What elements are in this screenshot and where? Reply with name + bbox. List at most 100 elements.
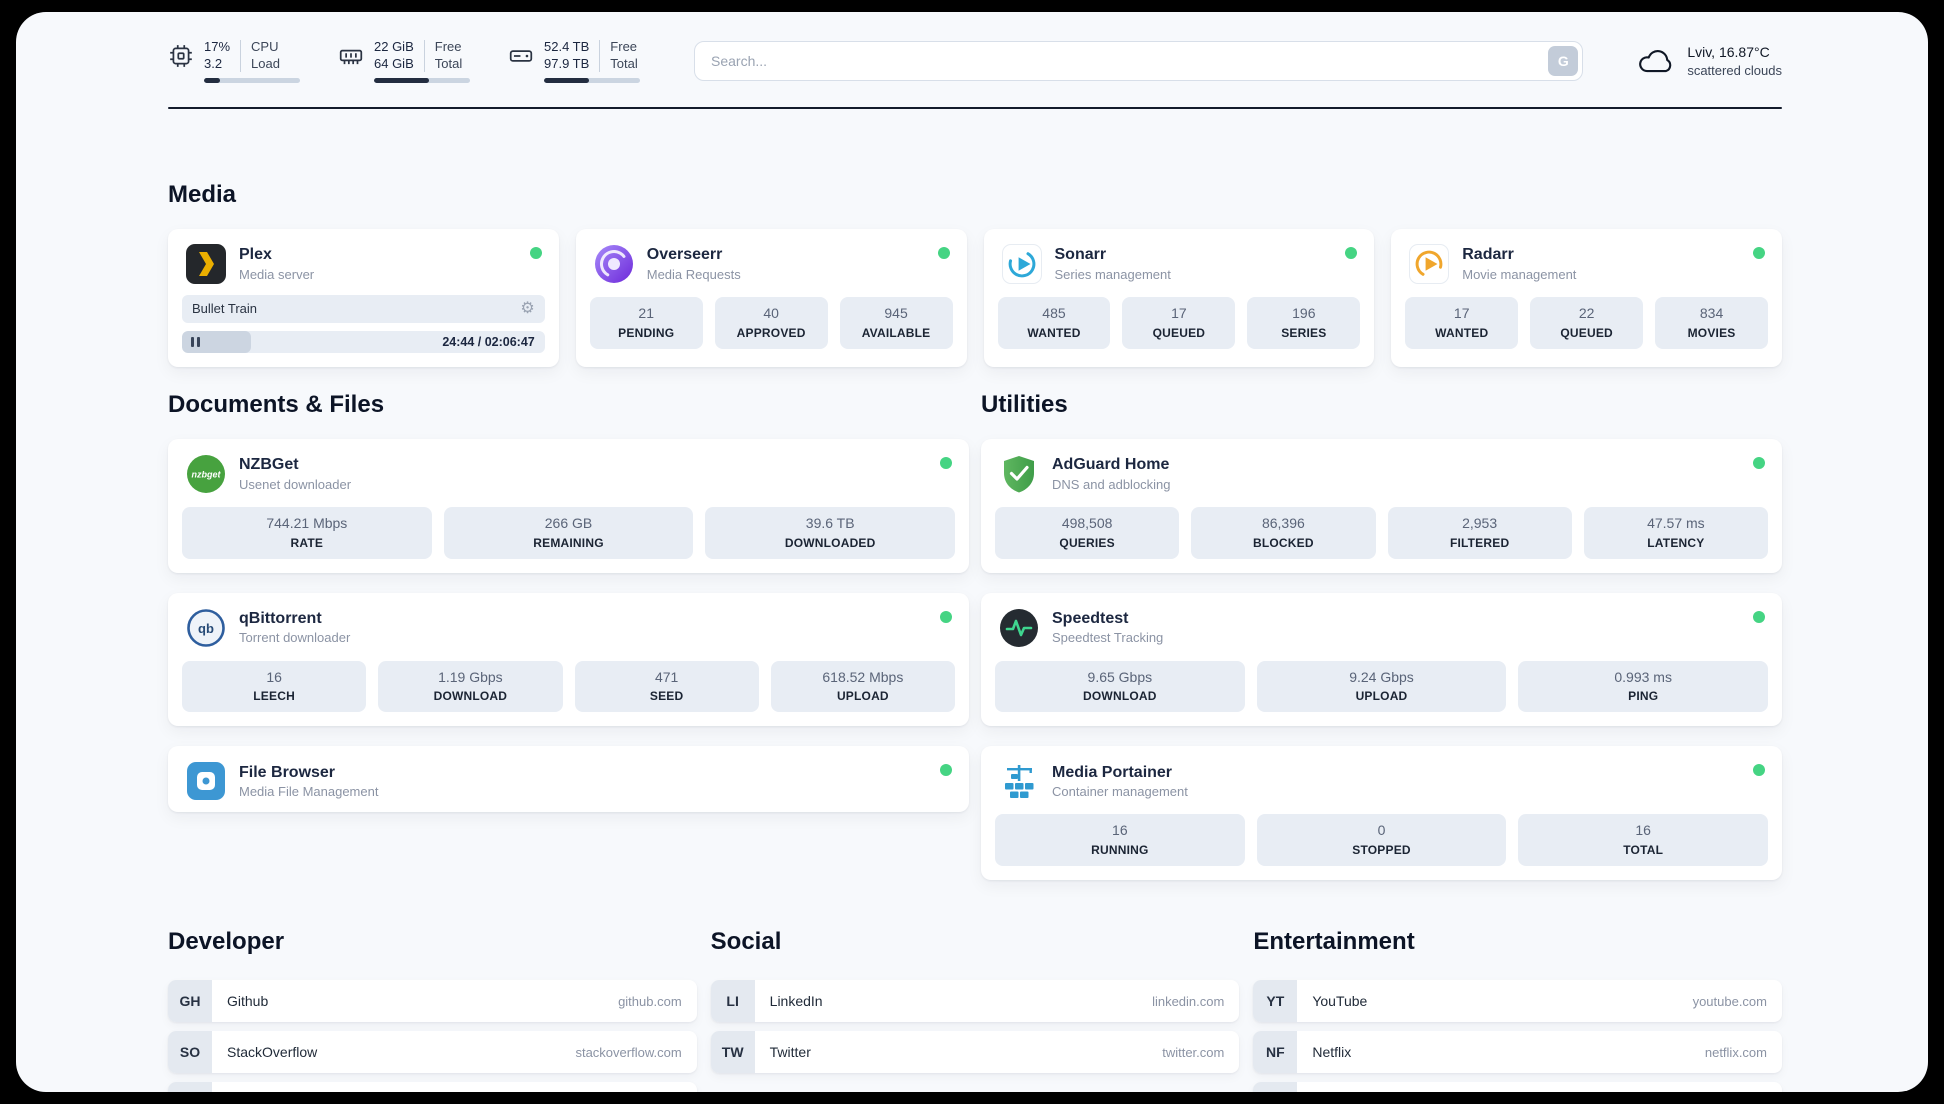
bookmark-github[interactable]: GH Github github.com [168, 980, 697, 1023]
bookmark-badge: SO [168, 1031, 212, 1074]
qbittorrent-icon: qb [186, 608, 226, 648]
sonarr-status-dot [1345, 246, 1358, 259]
section-title-media: Media [168, 180, 237, 208]
stat-label: WANTED [1435, 325, 1489, 340]
qbittorrent-subtitle: Torrent downloader [239, 630, 351, 646]
nzbget-subtitle: Usenet downloader [239, 476, 352, 492]
stat-label: SEED [649, 689, 684, 704]
overseerr-meta: Overseerr Media Requests [647, 246, 741, 282]
stat-label: UPLOAD [836, 689, 889, 704]
bookmark-twitter[interactable]: TW Twitter twitter.com [710, 1031, 1240, 1074]
stat-box: 945 AVAILABLE [839, 296, 953, 349]
stat-label: QUERIES [1059, 535, 1115, 550]
disk-numbers: 52.4 TB 97.9 TB [544, 39, 589, 72]
stat-box: 17 WANTED [1405, 296, 1519, 349]
stat-value: 39.6 TB [805, 514, 855, 531]
app-card-radarr[interactable]: Radarr Movie management 17 WANTED 22 QUEUE… [1391, 228, 1782, 367]
adguard-name: AdGuard Home [1052, 456, 1170, 474]
stat-value: 9.24 Gbps [1349, 668, 1414, 685]
bookmark-badge: RE [1253, 1082, 1298, 1092]
stat-label: MOVIES [1687, 325, 1736, 340]
disk-labels: Free Total [599, 39, 638, 72]
ram-labels: Free Total [423, 39, 462, 72]
stat-label: PING [1628, 689, 1659, 704]
qbittorrent-status-dot [940, 610, 952, 623]
bookmark-badge: YT [1253, 980, 1298, 1023]
bookmark-name: LinkedIn [769, 993, 823, 1010]
social-bookmarks: LI LinkedIn linkedin.com TW Twitter twit… [710, 980, 1240, 1074]
bookmark-youtube[interactable]: YT YouTube youtube.com [1253, 980, 1782, 1023]
ram-total-value: 64 GiB [374, 55, 414, 71]
app-card-overseerr[interactable]: Overseerr Media Requests 21 PENDING 40 APP… [575, 228, 967, 367]
app-card-adguard[interactable]: AdGuard Home DNS and adblocking 498,508 Q… [981, 438, 1782, 573]
bookmark-section-titles: Developer Social Entertainment [168, 928, 1782, 956]
plex-header: Plex Media server [168, 229, 559, 295]
sonarr-header: Sonarr Series management [984, 229, 1375, 295]
stat-box: 16 RUNNING [995, 814, 1245, 867]
stat-value: 834 [1699, 304, 1724, 321]
app-card-filebrowser[interactable]: File Browser Media File Management [168, 746, 969, 813]
cpu-values: 17% 3.2 CPU Load [204, 39, 280, 72]
stat-box: 2,953 FILTERED [1387, 506, 1572, 559]
cpu-progress-fill [204, 77, 221, 83]
portainer-status-dot [1753, 764, 1765, 777]
filebrowser-status-dot [940, 764, 952, 777]
dashboard-panel: 17% 3.2 CPU Load 22 GiB 64 GiB [16, 12, 1928, 1092]
stat-box: 485 WANTED [997, 296, 1111, 349]
bookmark-reddit[interactable]: RE Reddit reddit.com [1253, 1082, 1782, 1092]
cpu-label-2: Load [251, 55, 280, 71]
cloud-icon [1639, 50, 1672, 73]
portainer-name: Media Portainer [1052, 763, 1173, 781]
stat-label: DOWNLOAD [1083, 689, 1157, 704]
bookmark-linkedin[interactable]: LI LinkedIn linkedin.com [710, 980, 1240, 1023]
sonarr-subtitle: Series management [1054, 266, 1171, 282]
bookmark-dev[interactable]: DT DEV dev.to [168, 1082, 697, 1092]
bookmark-netflix[interactable]: NF Netflix netflix.com [1253, 1031, 1782, 1074]
speedtest-header: Speedtest Speedtest Tracking [981, 593, 1782, 659]
cpu-widget: 17% 3.2 CPU Load [168, 39, 300, 83]
stat-value: 17 [1453, 304, 1470, 321]
app-card-portainer[interactable]: Media Portainer Container management 16 R… [981, 746, 1782, 881]
app-card-plex[interactable]: Plex Media server Bullet Train ⚙ 24:44 /… [168, 228, 559, 367]
stat-label: STOPPED [1352, 843, 1411, 858]
plex-progress-bar[interactable]: 24:44 / 02:06:47 [182, 330, 545, 353]
stat-value: 16 [1635, 822, 1651, 839]
stat-label: QUEUED [1152, 325, 1206, 340]
bookmark-badge: DT [168, 1082, 212, 1092]
media-grid: Plex Media server Bullet Train ⚙ 24:44 /… [168, 228, 1782, 367]
app-card-qbittorrent[interactable]: qb qBittorrent Torrent downloader 16 LEEC… [168, 592, 969, 727]
sonarr-name: Sonarr [1054, 246, 1107, 264]
stat-value: 21 [638, 304, 654, 321]
gear-icon[interactable]: ⚙ [520, 299, 535, 317]
pause-icon[interactable] [191, 336, 200, 347]
ram-numbers: 22 GiB 64 GiB [374, 39, 414, 72]
stat-box: 196 SERIES [1247, 296, 1361, 349]
app-card-sonarr[interactable]: Sonarr Series management 485 WANTED 17 QUE… [983, 228, 1375, 367]
cpu-progress-bar [204, 77, 300, 83]
speedtest-status-dot [1753, 610, 1765, 623]
adguard-header: AdGuard Home DNS and adblocking [981, 439, 1782, 505]
stat-label: TOTAL [1623, 843, 1664, 858]
ram-memory-icon [339, 49, 363, 65]
search-input[interactable] [694, 41, 1584, 82]
nzbget-stats: 744.21 Mbps RATE 266 GB REMAINING 39.6 TB D… [168, 505, 969, 573]
disk-label-2: Total [610, 55, 638, 71]
app-card-speedtest[interactable]: Speedtest Speedtest Tracking 9.65 Gbps DO… [981, 592, 1782, 727]
middle-columns: nzbget NZBGet Usenet downloader 744.21 M… [168, 438, 1782, 881]
bookmark-name: YouTube [1312, 993, 1368, 1010]
cpu-numbers: 17% 3.2 [204, 39, 230, 72]
qbittorrent-header: qb qBittorrent Torrent downloader [168, 593, 969, 659]
stat-value: 17 [1171, 304, 1187, 321]
filebrowser-name: File Browser [239, 763, 336, 781]
stat-label: QUEUED [1560, 325, 1613, 340]
stat-box: 0 STOPPED [1256, 814, 1507, 867]
bookmark-name: Github [227, 993, 269, 1010]
disk-drive-icon [509, 50, 533, 62]
app-card-nzbget[interactable]: nzbget NZBGet Usenet downloader 744.21 M… [168, 438, 969, 573]
bookmark-stackoverflow[interactable]: SO StackOverflow stackoverflow.com [168, 1031, 697, 1074]
search-engine-button[interactable]: G [1548, 46, 1579, 77]
stat-box: 744.21 Mbps RATE [182, 506, 432, 559]
plex-track-bar: Bullet Train ⚙ [182, 294, 545, 323]
bookmark-name: StackOverflow [227, 1044, 318, 1061]
